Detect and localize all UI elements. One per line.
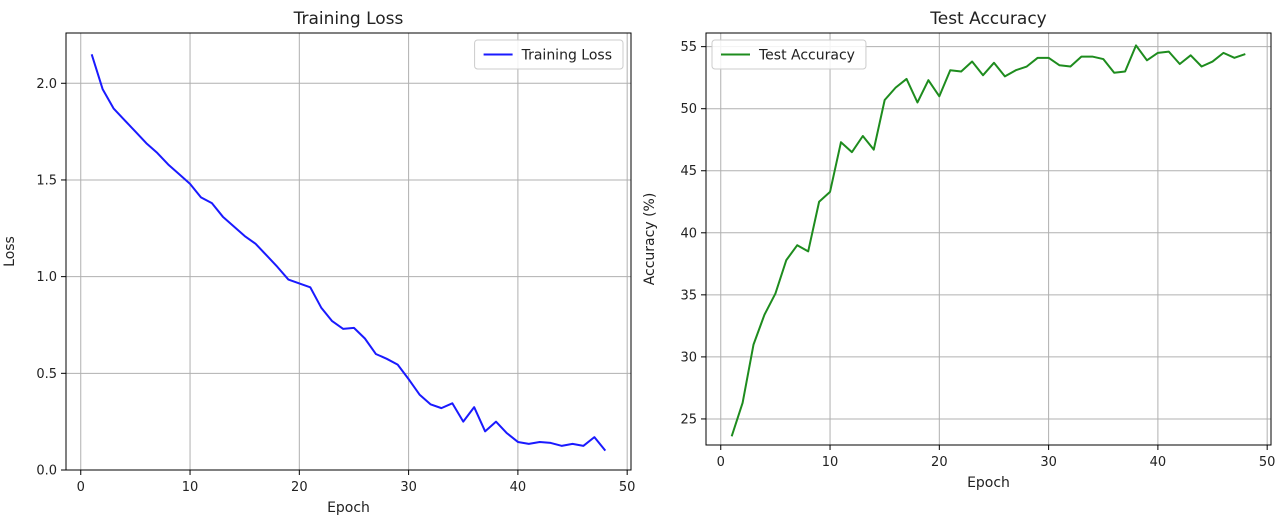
legend-box [711,39,867,70]
x-tick-label: 40 [1150,455,1167,470]
series-line [730,44,1246,437]
chart-title: Training Loss [293,9,404,29]
legend: Training Loss [474,39,624,70]
test-accuracy-panel: 0 10 20 30 40 50 25 30 35 40 45 50 55 Test Accuracy Ep… [642,9,1275,491]
y-tick-label: 0.0 [36,464,57,479]
x-tick-label: 30 [400,480,417,495]
axes-frame [65,32,632,471]
y-tick-label: 25 [680,412,697,427]
y-axis-label: Accuracy (%) [642,193,658,286]
x-tick-label: 0 [717,455,725,470]
axes-frame [705,32,1272,446]
y-tick-label: 35 [680,288,697,303]
y-tick-label: 1.5 [36,173,57,188]
y-tick-label: 40 [680,226,697,241]
x-tick-label: 0 [77,480,85,495]
training-loss-panel: 0 10 20 30 40 50 0.0 0.5 1.0 1.5 2.0 Training Loss E… [2,9,635,516]
y-tick-label: 0.5 [36,367,57,382]
chart-title: Test Accuracy [929,9,1047,29]
y-tick-label: 30 [680,350,697,365]
y-tick-label: 55 [680,40,697,55]
x-tick-label: 20 [291,480,308,495]
legend-label: Test Accuracy [758,48,855,64]
y-tick-label: 50 [680,102,697,117]
x-tick-label: 20 [931,455,948,470]
x-tick-label: 50 [1259,455,1276,470]
x-axis-label: Epoch [967,475,1010,491]
y-tick-label: 45 [680,164,697,179]
legend-label: Training Loss [521,48,612,64]
y-axis-label: Loss [2,236,18,267]
y-tick-label: 2.0 [36,77,57,92]
x-tick-label: 30 [1040,455,1057,470]
series-line [90,53,607,452]
legend-box [474,39,624,70]
x-tick-label: 10 [822,455,839,470]
x-tick-label: 50 [619,480,636,495]
x-tick-label: 40 [510,480,527,495]
y-tick-label: 1.0 [36,270,57,285]
legend: Test Accuracy [711,39,867,70]
x-axis-label: Epoch [327,500,370,516]
x-tick-label: 10 [182,480,199,495]
